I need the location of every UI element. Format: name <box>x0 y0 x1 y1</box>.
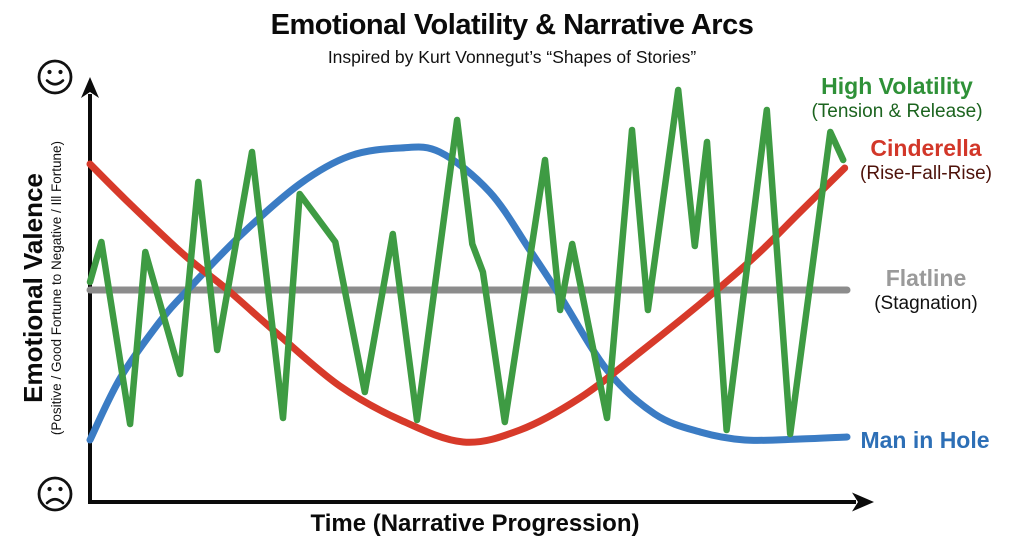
x-axis-arrowhead <box>852 492 874 512</box>
flatline-label: Flatline <box>885 265 967 291</box>
series-line-high-volatility <box>86 86 847 438</box>
chart-subtitle: Inspired by Kurt Vonnegut’s “Shapes of S… <box>327 47 697 67</box>
chart-title: Emotional Volatility & Narrative Arcs <box>270 9 754 41</box>
legend-high-volatility: High Volatility (Tension & Release) <box>790 72 1004 123</box>
x-axis-label: Time (Narrative Progression) <box>310 510 640 537</box>
series-line-cinderella <box>86 160 849 446</box>
sad-face-icon <box>37 476 73 512</box>
high-volatility-label: High Volatility <box>821 73 973 99</box>
cinderella-annotation: (Rise-Fall-Rise) <box>860 163 992 184</box>
happy-face-icon <box>37 59 73 95</box>
flatline-annotation: (Stagnation) <box>874 293 978 314</box>
man-in-hole-label: Man in Hole <box>860 427 990 453</box>
legend-man-in-hole: Man in Hole <box>842 426 1008 454</box>
y-axis-arrowhead <box>81 77 99 98</box>
cinderella-label: Cinderella <box>870 135 982 161</box>
legend-cinderella: Cinderella (Rise-Fall-Rise) <box>843 134 1009 185</box>
legend-flatline: Flatline (Stagnation) <box>845 264 1007 315</box>
axis-lines <box>88 94 856 504</box>
high-volatility-annotation: (Tension & Release) <box>811 101 983 122</box>
